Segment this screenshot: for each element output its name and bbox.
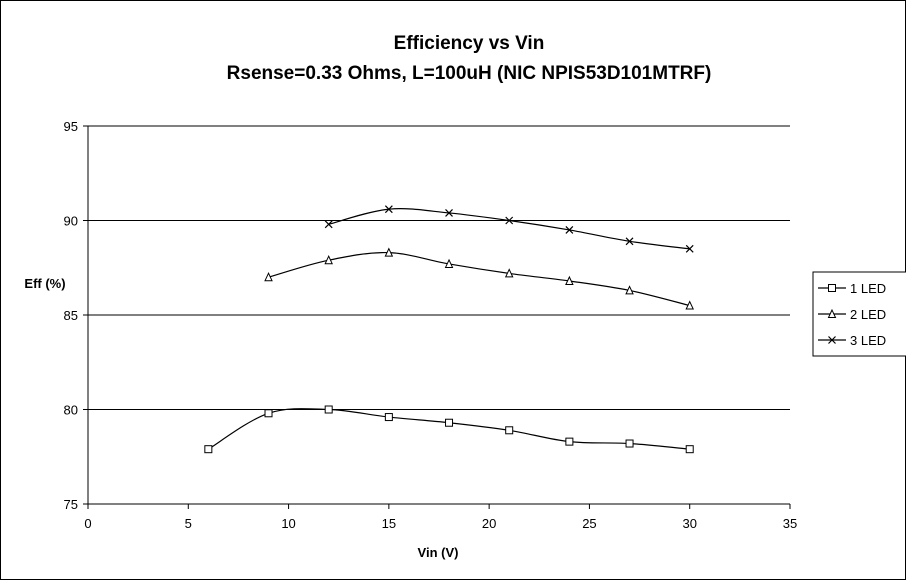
x-tick-label: 35 [783,516,797,531]
legend-label-2-led: 2 LED [850,307,886,322]
legend-label-3-led: 3 LED [850,333,886,348]
data-point-1-led [204,445,213,454]
x-tick-label: 15 [382,516,396,531]
x-tick-label: 25 [582,516,596,531]
y-tick-label: 95 [64,119,78,134]
x-tick-label: 10 [281,516,295,531]
series-3-led [324,205,694,253]
legend-label-1-led: 1 LED [850,281,886,296]
data-point-2-led [565,275,574,285]
series-line-2-led [268,252,690,307]
data-point-3-led [565,226,574,234]
data-point-1-led [384,413,393,422]
y-tick-label: 90 [64,214,78,229]
chart-title: Efficiency vs Vin [394,33,545,54]
data-point-2-led [444,258,454,268]
data-point-3-led [445,209,453,217]
y-tick-label: 85 [64,308,78,323]
data-point-1-led [565,437,574,446]
x-tick-label: 30 [682,516,696,531]
data-point-2-led [384,247,394,257]
legend: 1 LED 2 LED 3 LED [812,271,906,357]
data-point-1-led [264,409,273,418]
data-point-1-led [625,439,634,448]
axes: 75 80 85 90 95 0 5 10 15 20 25 30 35 [64,119,798,531]
y-axis-title: Eff (%) [24,276,65,291]
y-tick-label: 75 [64,497,78,512]
data-point-2-led [685,300,694,310]
gridlines [88,125,790,410]
x-tick-label: 0 [84,516,91,531]
x-tick-label: 5 [185,516,192,531]
x-tick-label: 20 [482,516,496,531]
series-1-led [204,405,694,454]
data-point-1-led [685,445,694,454]
data-point-3-led [384,205,393,214]
data-point-2-led [625,285,634,295]
legend-marker-3-led [828,336,836,344]
data-point-1-led [324,405,333,414]
data-point-2-led [264,272,273,282]
chart-subtitle: Rsense=0.33 Ohms, L=100uH (NIC NPIS53D10… [227,63,712,84]
series-line-3-led [328,208,690,250]
legend-marker-2-led [827,308,837,318]
data-point-3-led [324,220,333,229]
data-point-1-led [505,426,514,435]
y-tick-label: 80 [64,403,78,418]
series-group [204,205,694,454]
x-axis-title: Vin (V) [418,545,459,560]
data-point-3-led [505,216,514,225]
data-point-1-led [445,418,454,427]
data-point-2-led [504,268,514,278]
data-point-2-led [324,255,333,265]
legend-marker-1-led [828,284,836,292]
series-line-1-led [208,408,690,450]
data-point-3-led [625,237,634,246]
data-point-3-led [685,244,694,253]
series-2-led [264,247,694,310]
